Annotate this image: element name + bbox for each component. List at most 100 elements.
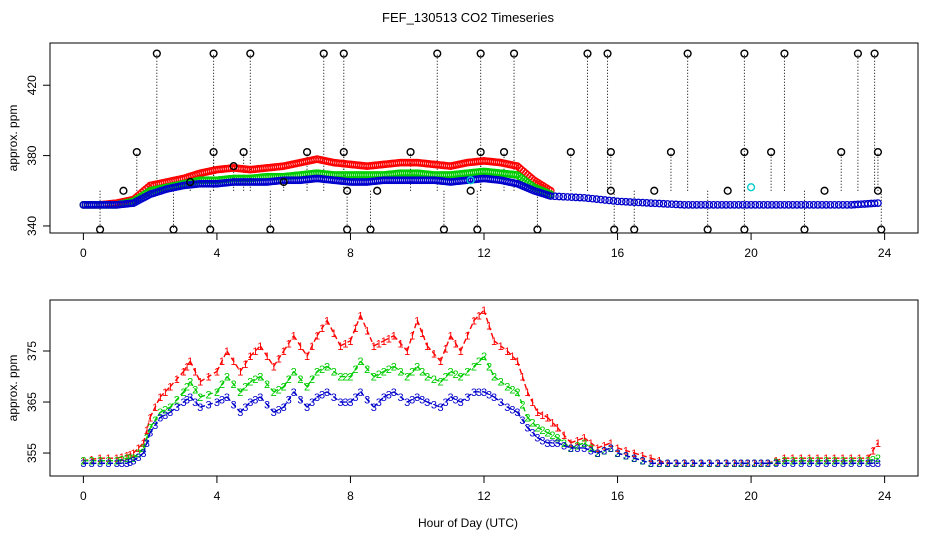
- series-2-line: [547, 432, 558, 439]
- series-1-marker: 1: [140, 438, 146, 450]
- top-y-tick-label: 420: [25, 75, 39, 95]
- series-3-marker: 3: [371, 402, 377, 414]
- series-2-marker: 2: [192, 384, 198, 396]
- series-3-point: [755, 201, 764, 209]
- series-2-marker: 2: [798, 456, 804, 468]
- series-2-marker: 2: [304, 382, 310, 394]
- series-3-line: [483, 391, 495, 398]
- series-3-point: [655, 199, 664, 208]
- series-1-marker: 1: [431, 349, 437, 361]
- series-3-point: [630, 198, 639, 207]
- flagged-point: [837, 147, 846, 157]
- series-3-point: [734, 201, 743, 209]
- series-2-marker: 2: [758, 458, 764, 470]
- series-2-line: [132, 447, 144, 459]
- series-1-marker: 1: [357, 310, 363, 322]
- top-x-tick-label: 0: [80, 246, 87, 260]
- series-3-marker: 3: [337, 397, 343, 409]
- series-2-line: [116, 457, 127, 462]
- series-2-marker: 2: [337, 372, 343, 384]
- series-3-line: [383, 391, 395, 398]
- series-2-line: [239, 381, 251, 393]
- series-3-line: [373, 396, 385, 408]
- series-1-marker: 1: [840, 453, 846, 465]
- series-3-line: [450, 396, 461, 403]
- flagged-point: [533, 225, 542, 234]
- series-1-marker: 1: [291, 331, 297, 343]
- series-3-line: [597, 447, 612, 454]
- series-2-marker: 2: [656, 458, 662, 470]
- series-3-line: [159, 411, 171, 418]
- flagged-point: [119, 186, 128, 195]
- series-2-marker: 2: [237, 387, 243, 399]
- series-3-point: [709, 201, 718, 209]
- series-3-point: [596, 195, 605, 204]
- series-3-line: [226, 396, 241, 413]
- series-1-marker: 1: [144, 425, 150, 437]
- series-2-marker: 2: [264, 379, 270, 391]
- series-1-marker: 1: [453, 338, 459, 350]
- series-3-line: [306, 396, 318, 408]
- series-2-marker: 2: [640, 456, 646, 468]
- series-1-marker: 1: [347, 336, 353, 348]
- series-1-marker: 1: [544, 412, 550, 424]
- series-2-marker: 2: [723, 458, 729, 470]
- series-3-marker: 3: [347, 397, 353, 409]
- series-1-marker: 1: [458, 346, 464, 358]
- series-3-line: [426, 401, 441, 408]
- series-2-marker: 2: [80, 456, 86, 468]
- series-3-marker: 3: [848, 458, 854, 470]
- series-2-line: [316, 365, 328, 373]
- series-2-marker: 2: [875, 453, 881, 465]
- series-1-marker: 1: [601, 440, 607, 452]
- series-1-line: [169, 370, 185, 388]
- flagged-point: [767, 147, 776, 157]
- series-2-marker: 2: [152, 415, 158, 427]
- series-1-marker: 1: [790, 453, 796, 465]
- series-1-marker: 1: [286, 338, 292, 350]
- flagged-point: [152, 49, 161, 58]
- series-1-marker: 1: [152, 402, 158, 414]
- top-x-tick-label: 16: [611, 246, 625, 260]
- flagged-point: [703, 225, 712, 234]
- series-2-marker: 2: [581, 438, 587, 450]
- flagged-point: [319, 49, 328, 58]
- series-3-marker: 3: [781, 458, 787, 470]
- flagged-point: [343, 225, 352, 234]
- flagged-point: [740, 147, 749, 157]
- series-1-line: [493, 340, 508, 352]
- series-3-line: [393, 391, 408, 403]
- series-3-point: [667, 200, 676, 209]
- series-1-line: [416, 320, 428, 347]
- series-2-line: [249, 375, 261, 383]
- series-2-line: [326, 365, 341, 378]
- series-2-marker: 2: [549, 430, 555, 442]
- series-2-marker: 2: [357, 356, 363, 368]
- series-3-marker: 3: [219, 394, 225, 406]
- series-3-point: [551, 192, 559, 201]
- series-3-point: [609, 197, 618, 205]
- series-3-line: [142, 432, 151, 454]
- series-3-point: [730, 201, 739, 209]
- series-3-point: [797, 201, 806, 209]
- series-3-point: [784, 201, 793, 209]
- series-3-point: [763, 201, 772, 209]
- series-3-marker: 3: [486, 389, 492, 401]
- series-3-point: [830, 201, 839, 209]
- series-2-marker: 2: [524, 412, 530, 424]
- series-2-line: [557, 437, 572, 449]
- series-3-marker: 3: [135, 452, 141, 464]
- series-1-marker: 1: [97, 453, 103, 465]
- series-3-marker: 3: [105, 458, 111, 470]
- series-3-marker: 3: [364, 394, 370, 406]
- series-3-line: [537, 437, 548, 444]
- series-2-marker: 2: [608, 443, 614, 455]
- series-1-marker: 1: [219, 356, 225, 368]
- series-1-marker: 1: [242, 359, 248, 371]
- series-2-marker: 2: [114, 456, 120, 468]
- flagged-point: [740, 225, 749, 234]
- series-3-point: [839, 201, 847, 209]
- series-2-marker: 2: [252, 374, 258, 386]
- series-2-marker: 2: [781, 456, 787, 468]
- series-3-marker: 3: [631, 453, 637, 465]
